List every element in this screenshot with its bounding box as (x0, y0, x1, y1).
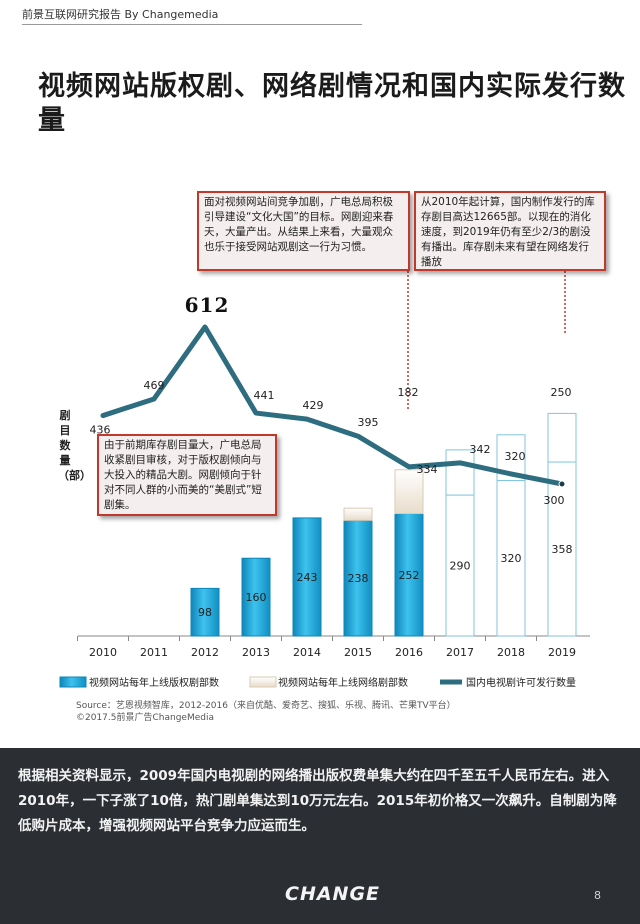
summary-text: 根据相关资料显示，2009年国内电视剧的网络播出版权费单集大约在四千至五千人民币… (18, 768, 617, 834)
x-tick-label: 2013 (242, 646, 270, 659)
bar-value-label: 238 (348, 572, 369, 585)
x-tick-label: 2018 (497, 646, 525, 659)
legend-swatch-copyright (59, 676, 87, 688)
copyright-line: ©2017.5前景广告ChangeMedia (76, 713, 214, 723)
line-value-label: 441 (254, 389, 275, 402)
bar-webseries (343, 507, 373, 521)
summary-panel: 根据相关资料显示，2009年国内电视剧的网络播出版权费单集大约在四千至五千人民币… (0, 748, 640, 924)
bar-copyright (394, 513, 424, 637)
bar-value-label: 243 (297, 571, 318, 584)
line-value-label: 320 (505, 450, 526, 463)
legend-label-line: 国内电视剧许可发行数量 (466, 676, 576, 689)
line-series (100, 324, 565, 487)
report-header: 前景互联网研究报告 By Changemedia (22, 8, 219, 21)
bar-value-label: 358 (552, 543, 573, 556)
change-logo: CHANGE (285, 883, 381, 905)
webseries-label: 182 (398, 386, 419, 399)
peak-value-label: 612 (185, 293, 230, 317)
bar-value-label: 252 (399, 569, 420, 582)
annotation-box-top-right: 从2010年起计算，国内制作发行的库存剧目高达12665部。以现在的消化速度，到… (414, 191, 606, 271)
source-note: Source：艺恩视频智库，2012-2016（来自优酷、爱奇艺、搜狐、乐视、腾… (76, 700, 456, 724)
annotation-box-mid-left: 由于前期库存剧目量大，广电总局收紧剧目审核，对于版权剧倾向与大投入的精品大剧。网… (97, 434, 277, 516)
x-tick-label: 2019 (548, 646, 576, 659)
legend-label-webseries: 视频网站每年上线网络剧部数 (278, 676, 408, 689)
line-end-marker (558, 480, 566, 488)
x-tick-label: 2012 (191, 646, 219, 659)
x-tick-label: 2014 (293, 646, 321, 659)
bar-copyright (190, 587, 220, 637)
line-value-label: 436 (90, 424, 111, 437)
line-value-label: 342 (470, 443, 491, 456)
bar-webseries (445, 449, 475, 496)
header-divider (22, 24, 362, 25)
x-tick-label: 2010 (89, 646, 117, 659)
bar-webseries (547, 412, 577, 463)
x-tick-label: 2016 (395, 646, 423, 659)
legend-label-copyright: 视频网站每年上线版权剧部数 (89, 676, 219, 689)
line-value-label: 469 (144, 379, 165, 392)
line-value-label: 300 (544, 494, 565, 507)
x-tick-label: 2015 (344, 646, 372, 659)
line-value-label: 334 (417, 463, 438, 476)
line-value-label: 395 (358, 416, 379, 429)
bar-copyright (496, 479, 526, 637)
bar-webseries (394, 469, 424, 515)
bar-value-label: 290 (450, 560, 471, 573)
legend-swatch-webseries (249, 676, 277, 688)
bar-copyright (241, 557, 271, 637)
x-tick-label: 2011 (140, 646, 168, 659)
page-title: 视频网站版权剧、网络剧情况和国内实际发行数量 (38, 71, 626, 136)
line-value-label: 429 (303, 399, 324, 412)
x-tick-label: 2017 (446, 646, 474, 659)
source-line: Source：艺恩视频智库，2012-2016（来自优酷、爱奇艺、搜狐、乐视、腾… (76, 701, 456, 711)
webseries-label: 250 (551, 386, 572, 399)
bar-value-label: 98 (198, 606, 212, 619)
bar-copyright (343, 519, 373, 637)
bar-value-label: 160 (246, 591, 267, 604)
annotation-box-top-left: 面对视频网站间竞争加剧，广电总局积极引导建设“文化大国”的目标。网剧迎来春天，大… (197, 191, 410, 271)
bar-copyright (292, 517, 322, 637)
y-axis-label: 剧目数量（部） (58, 409, 91, 482)
bar-value-label: 320 (501, 552, 522, 565)
page-number: 8 (594, 889, 601, 902)
chart: 2010 2011 2012 2013 2014 2015 2016 2017 2018 2019… (59, 271, 590, 689)
